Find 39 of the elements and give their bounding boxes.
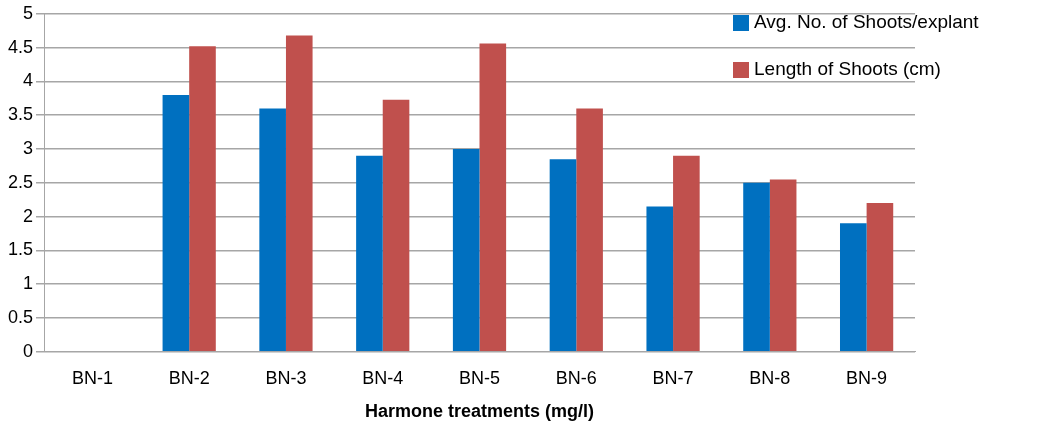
y-tick-label: 1 <box>23 273 34 294</box>
bar <box>259 108 286 352</box>
legend-label: Avg. No. of Shoots/explant <box>754 11 980 33</box>
bar <box>285 35 313 352</box>
bar <box>840 223 867 352</box>
y-tick-label: 4.5 <box>7 36 34 57</box>
bar <box>549 159 577 352</box>
y-tick-label: 1.5 <box>7 239 34 260</box>
x-tick-label: BN-8 <box>749 367 791 388</box>
x-tick-label: BN-7 <box>652 367 694 388</box>
y-tick-label: 2.5 <box>7 171 34 192</box>
y-tick-label: 4 <box>23 70 34 91</box>
bar <box>769 179 797 352</box>
x-tick-label: BN-5 <box>459 367 501 388</box>
x-tick-label: BN-6 <box>555 367 597 388</box>
bar <box>576 108 603 352</box>
bar <box>452 149 480 352</box>
bar <box>382 99 410 352</box>
bar <box>162 94 190 352</box>
x-tick-label: BN-3 <box>265 367 307 388</box>
y-tick-label: 0 <box>23 340 34 361</box>
bar <box>189 46 216 352</box>
bar <box>356 155 383 352</box>
x-tick-label: BN-4 <box>362 367 404 388</box>
legend-label: Length of Shoots (cm) <box>754 58 941 80</box>
y-tick-label: 2 <box>23 205 34 226</box>
y-tick-label: 0.5 <box>7 306 34 327</box>
bar <box>479 43 507 352</box>
bar <box>673 155 700 352</box>
y-tick-label: 5 <box>23 2 34 23</box>
bar <box>743 182 770 352</box>
x-tick-label: BN-1 <box>71 367 113 388</box>
y-tick-label: 3 <box>23 137 34 158</box>
bar <box>646 206 674 352</box>
x-tick-label: BN-9 <box>846 367 888 388</box>
x-tick-label: BN-2 <box>168 367 210 388</box>
y-tick-label: 3.5 <box>7 104 34 125</box>
bar <box>866 203 894 352</box>
x-axis-title: Harmone treatments (mg/l) <box>364 401 595 422</box>
